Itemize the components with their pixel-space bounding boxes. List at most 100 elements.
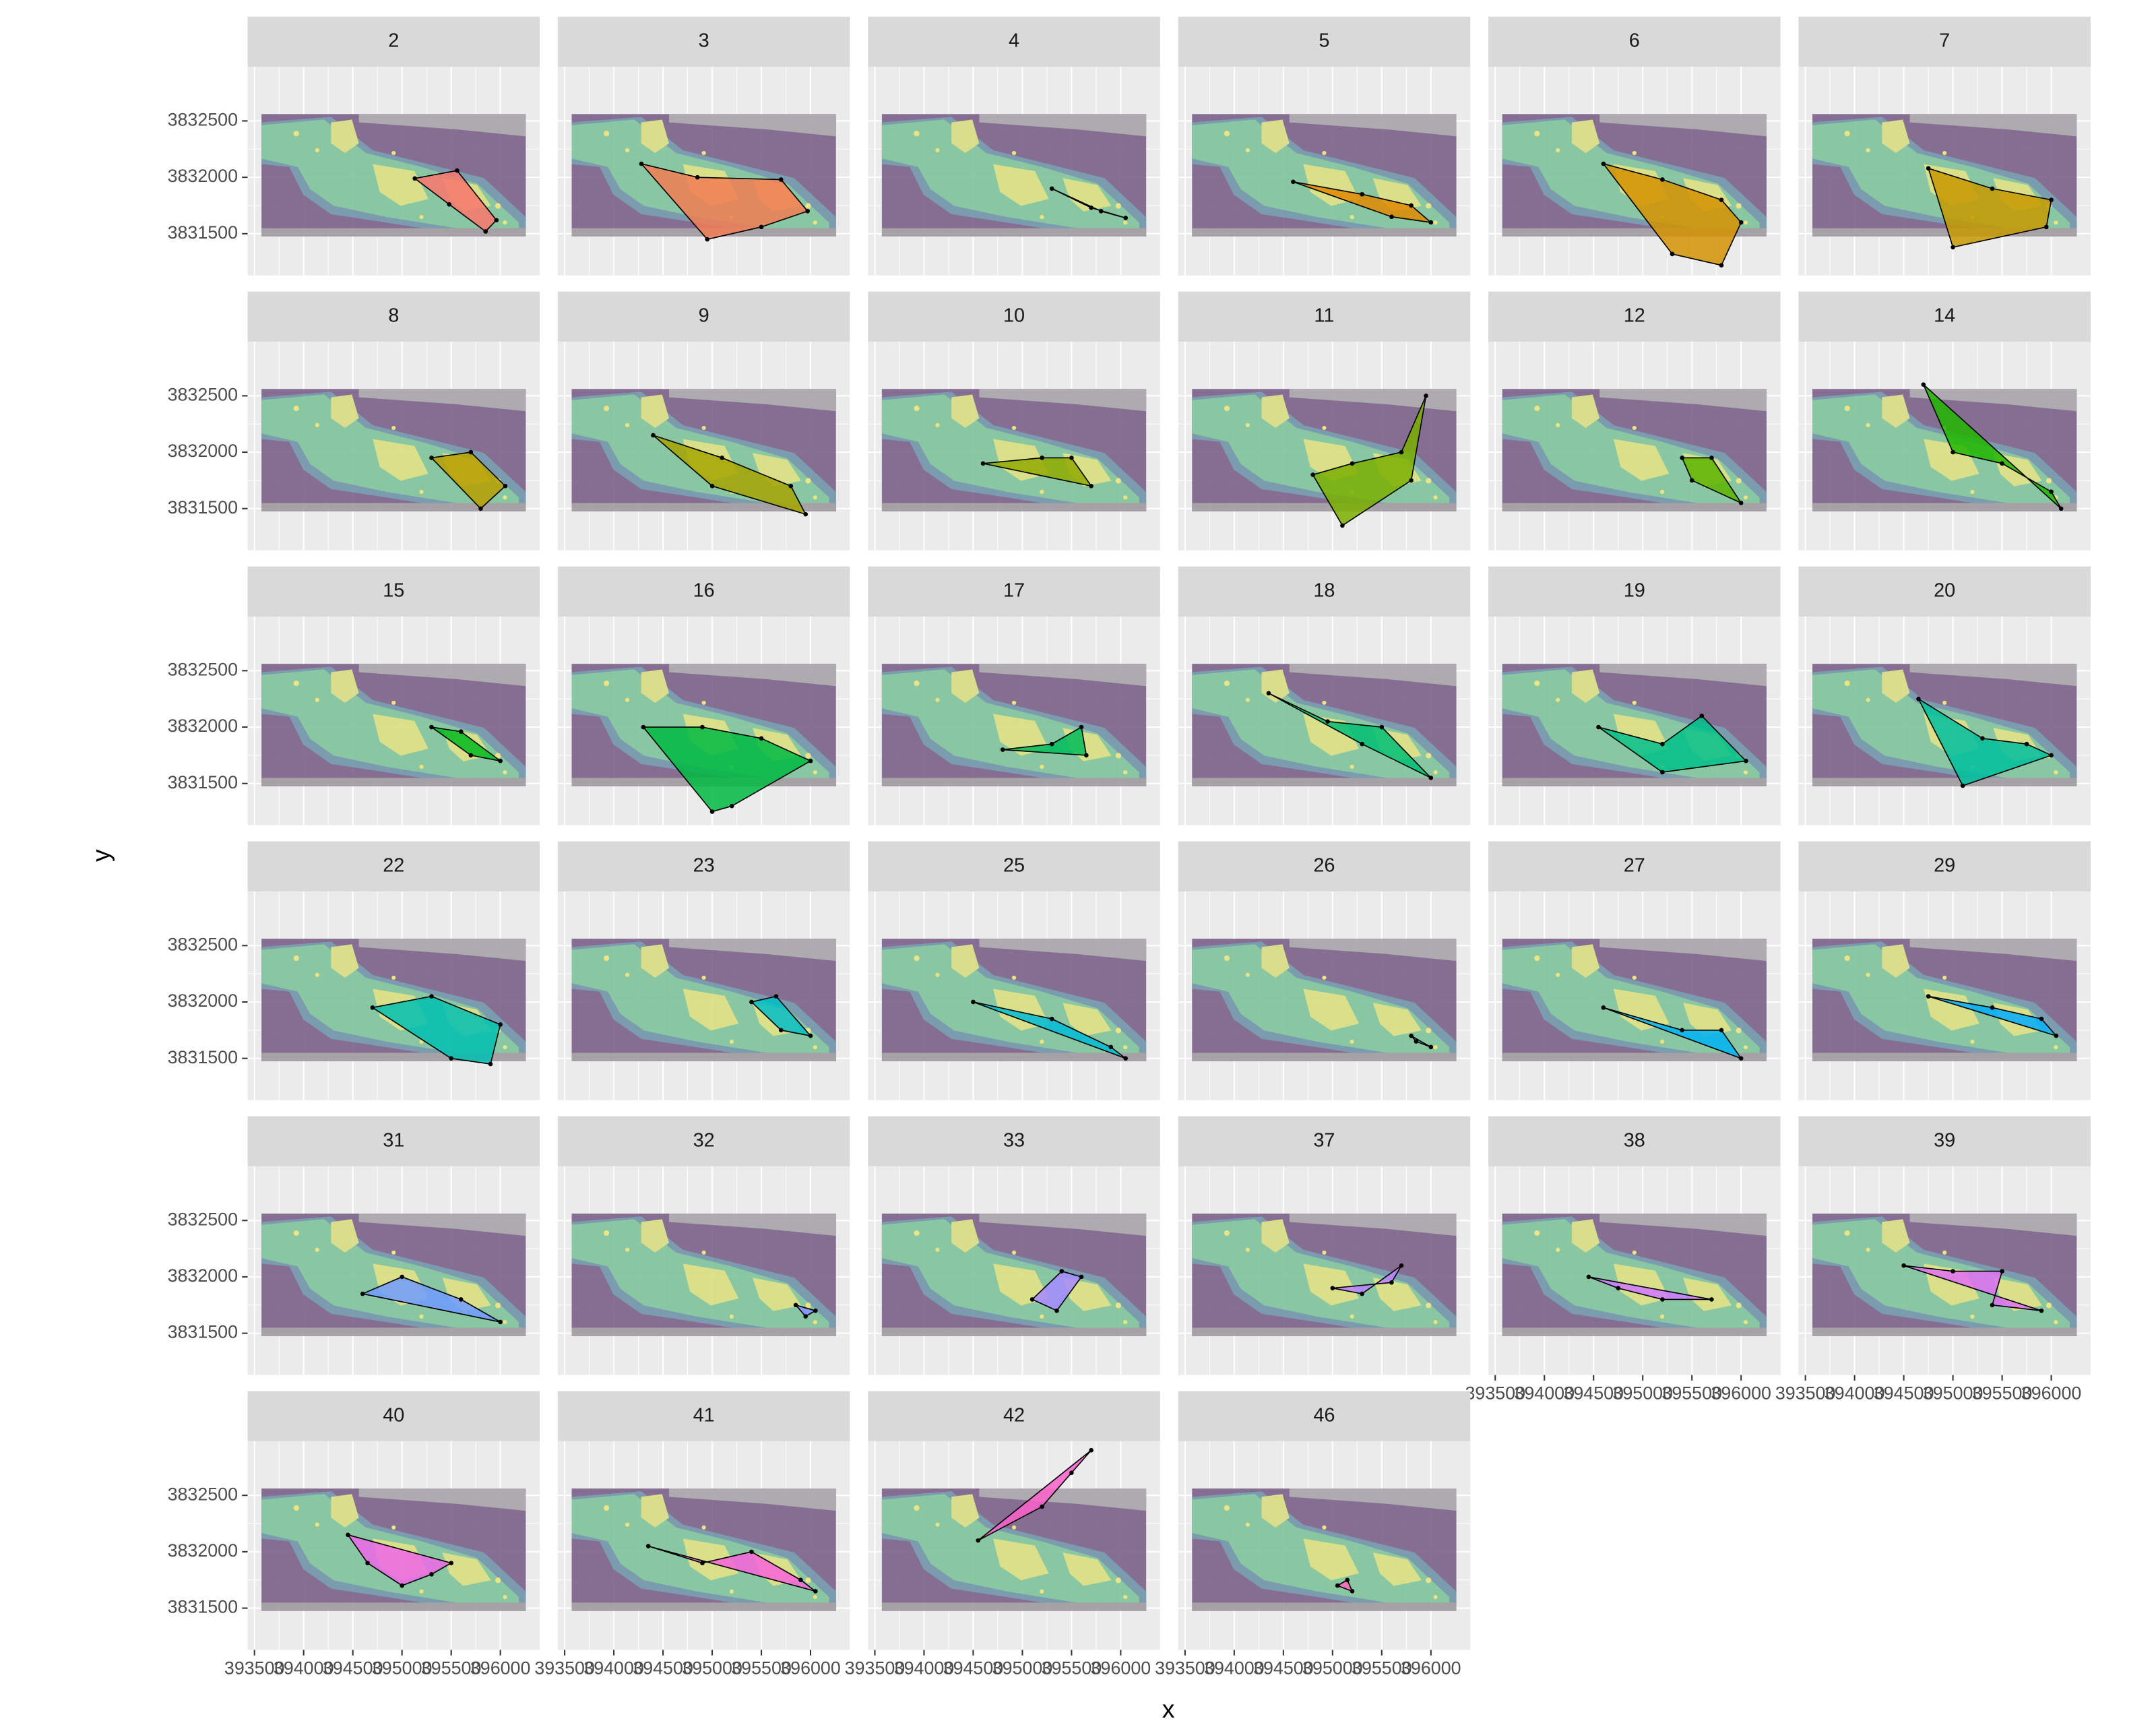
location-point (793, 1303, 798, 1308)
x-tick-label: 395000 (682, 1658, 742, 1679)
x-tick-label: 395500 (1972, 1383, 2033, 1404)
strip (557, 841, 850, 891)
facet: 16 (557, 566, 850, 825)
location-point (1921, 382, 1926, 387)
location-point (1054, 1308, 1059, 1313)
location-point (805, 209, 810, 214)
x-tick-label: 395000 (372, 1658, 433, 1679)
y-tick-label: 3832500 (168, 934, 238, 954)
location-point (1738, 220, 1744, 225)
location-point (1049, 1016, 1054, 1022)
strip-label: 40 (383, 1404, 404, 1426)
facet: 32 (557, 1116, 850, 1375)
strip (1798, 841, 2091, 891)
raster-background (1502, 664, 1767, 786)
y-tick-label: 3831500 (168, 222, 238, 243)
location-point (1719, 197, 1724, 202)
location-point (1680, 1028, 1684, 1033)
track-area (794, 1304, 817, 1317)
location-point (1990, 1005, 1995, 1010)
location-point (1360, 741, 1364, 747)
strip-label: 27 (1624, 854, 1645, 876)
location-point (1069, 1470, 1074, 1476)
y-tick-label: 3832500 (168, 110, 238, 130)
location-point (1291, 179, 1296, 185)
strip-label: 3 (699, 30, 709, 52)
location-point (1049, 741, 1054, 747)
location-point (803, 511, 808, 517)
strip-label: 33 (1003, 1129, 1025, 1151)
location-point (498, 1022, 503, 1027)
y-tick-label: 3832000 (168, 716, 238, 736)
track-area (1923, 384, 2062, 509)
facet: 12 (1488, 291, 1781, 551)
strip (557, 1391, 850, 1441)
x-tick-label: 395500 (421, 1658, 482, 1679)
facet: 9 (557, 291, 850, 551)
y-tick-label: 3831500 (168, 772, 238, 792)
location-point (1596, 724, 1601, 730)
location-point (1719, 263, 1724, 268)
strip-label: 26 (1313, 854, 1335, 876)
location-point (1029, 1297, 1035, 1302)
location-point (429, 724, 434, 730)
x-tick-label: 394000 (274, 1658, 334, 1679)
strip (247, 1391, 540, 1441)
location-point (1660, 770, 1665, 775)
strip (1488, 16, 1781, 67)
facet: 29 (1798, 841, 2091, 1100)
strip (1488, 566, 1781, 617)
location-point (2049, 753, 2054, 758)
facet: 22 3831500 3832000 3832500 (168, 841, 540, 1100)
facet: 25 (868, 841, 1160, 1100)
strip (1178, 566, 1471, 617)
strip-label: 42 (1003, 1404, 1025, 1426)
location-point (1616, 1286, 1621, 1290)
location-point (749, 1549, 754, 1555)
location-point (705, 237, 710, 242)
location-point (1738, 1056, 1744, 1061)
strip-label: 29 (1934, 854, 1955, 876)
raster-background (571, 939, 836, 1061)
x-tick-label: 394000 (1204, 1658, 1265, 1679)
x-tick-label: 393500 (845, 1658, 906, 1679)
track-area (1927, 167, 2052, 248)
strip-label: 14 (1934, 305, 1955, 327)
location-point (468, 753, 474, 758)
location-point (813, 1308, 818, 1313)
raster-background (881, 114, 1147, 237)
y-tick-label: 3832000 (168, 991, 238, 1011)
raster-background (571, 1214, 836, 1336)
location-point (1990, 1303, 1995, 1308)
x-tick-label: 393500 (1465, 1383, 1525, 1404)
track-area (371, 995, 501, 1065)
location-point (1951, 449, 1955, 455)
x-tick-label: 395000 (1923, 1383, 1984, 1404)
facet: 5 (1178, 16, 1471, 276)
track-area (413, 170, 497, 232)
strip-label: 23 (693, 854, 715, 876)
location-point (1325, 719, 1330, 724)
strip (557, 291, 850, 342)
strip-label: 11 (1314, 305, 1334, 327)
facet: 19 (1488, 566, 1781, 825)
location-point (1266, 691, 1271, 696)
location-point (498, 1319, 503, 1325)
y-tick-label: 3831500 (168, 497, 238, 518)
location-point (1123, 216, 1129, 220)
track-area (1293, 181, 1433, 224)
strip-label: 12 (1624, 305, 1645, 327)
location-point (1089, 206, 1093, 210)
x-tick-label: 394500 (1563, 1383, 1624, 1404)
x-tick-label: 394500 (633, 1658, 693, 1679)
strip (557, 1116, 850, 1166)
location-point (1660, 177, 1665, 182)
y-tick-label: 3832500 (168, 1209, 238, 1229)
track-area (1410, 1035, 1432, 1048)
location-point (2039, 1308, 2044, 1313)
strip-label: 2 (388, 30, 399, 52)
strip (557, 16, 850, 67)
facet: 23 (557, 841, 850, 1100)
